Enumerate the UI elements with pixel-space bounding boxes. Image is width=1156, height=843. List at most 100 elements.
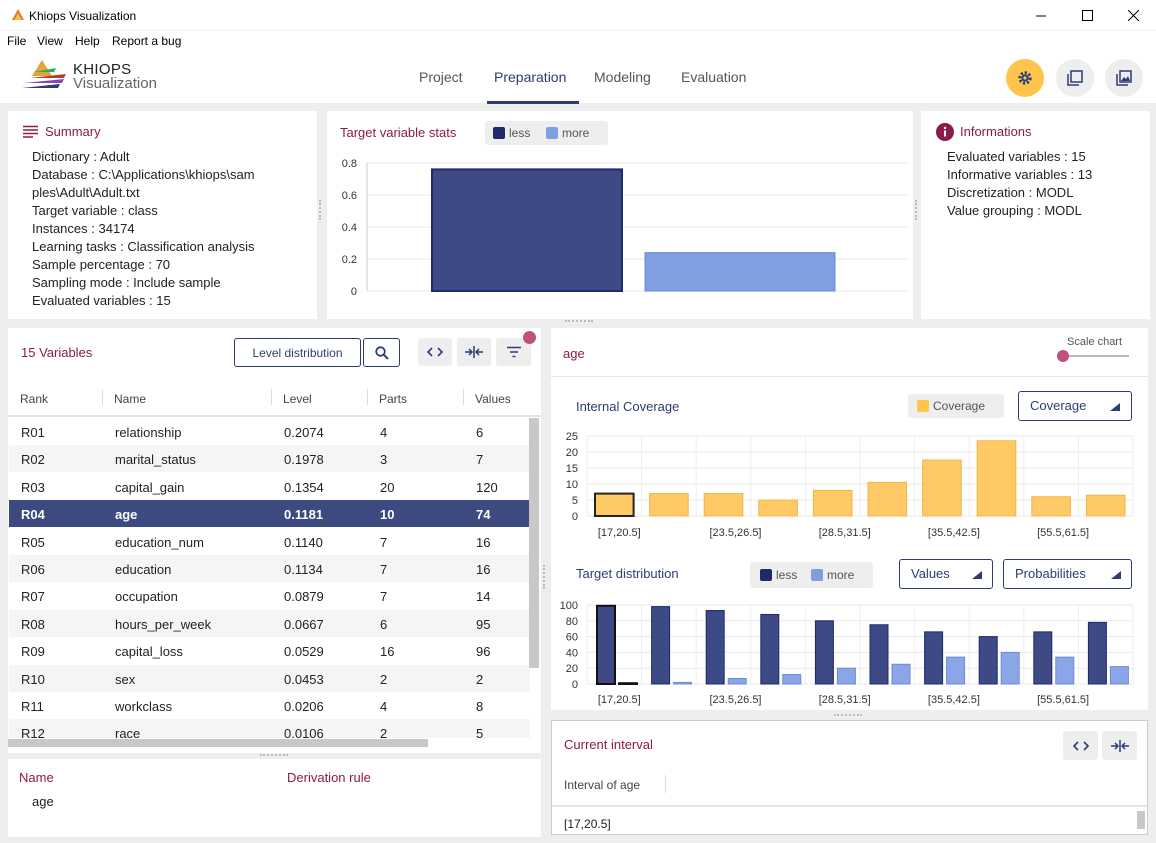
table-row[interactable]: R12 race 0.0106 2 5 <box>9 719 530 738</box>
horizontal-scrollbar[interactable] <box>8 739 428 747</box>
y-tick-label: 20 <box>566 663 578 675</box>
menu-help[interactable]: Help <box>75 34 100 48</box>
coverage-legend[interactable]: Coverage <box>908 394 1004 418</box>
table-row[interactable]: R03 capital_gain 0.1354 20 120 <box>9 473 530 500</box>
x-tick-label: [17,20.5] <box>598 527 641 539</box>
interval-collapse-button[interactable] <box>1102 731 1137 760</box>
table-row[interactable]: R01 relationship 0.2074 4 6 <box>9 418 530 445</box>
informations-card: Informations Evaluated variables : 15 In… <box>921 111 1150 319</box>
cell-values: 7 <box>476 452 484 468</box>
table-row[interactable]: R11 workclass 0.0206 4 8 <box>9 692 530 719</box>
x-tick-label: [23.5,26.5] <box>710 694 762 706</box>
table-row[interactable]: R06 education 0.1134 7 16 <box>9 555 530 582</box>
copy-image-button[interactable] <box>1105 59 1143 97</box>
legend-less-swatch <box>493 127 505 139</box>
table-row[interactable]: R02 marital_status 0.1978 3 7 <box>9 445 530 473</box>
table-row[interactable]: R07 occupation 0.0879 7 14 <box>9 582 530 609</box>
vertical-scrollbar[interactable] <box>529 418 539 668</box>
menu-view[interactable]: View <box>37 34 63 48</box>
dist-legend-more[interactable]: more <box>811 568 854 582</box>
cell-name: sex <box>115 671 136 687</box>
coverage-bar <box>649 493 689 517</box>
info-discretization: Discretization : MODL <box>947 185 1074 200</box>
scale-slider-thumb[interactable] <box>1057 350 1069 362</box>
summary-evaluated-variables: Evaluated variables : 15 <box>32 293 171 308</box>
coverage-title: Internal Coverage <box>576 399 680 414</box>
summary-database: Database : C:\Applications\khiops\sam <box>32 167 255 182</box>
current-interval-title: Current interval <box>564 737 653 752</box>
dist-legend-less[interactable]: less <box>760 568 797 582</box>
expand-columns-button[interactable] <box>418 338 452 366</box>
cell-name: race <box>115 726 141 738</box>
table-row[interactable]: R09 capital_loss 0.0529 16 96 <box>9 637 530 664</box>
splitter-handle[interactable] <box>260 754 288 758</box>
column-values[interactable]: Values <box>475 392 511 406</box>
legend-less[interactable]: less <box>493 126 530 140</box>
minimize-button[interactable] <box>1018 0 1064 31</box>
coverage-select[interactable]: Coverage <box>1018 391 1132 421</box>
splitter-handle[interactable] <box>319 200 323 220</box>
values-select-value: Values <box>911 566 950 581</box>
values-select[interactable]: Values <box>899 559 993 589</box>
dropdown-triangle-icon <box>972 571 982 579</box>
search-button[interactable] <box>363 338 400 367</box>
derivation-rule-header: Derivation rule <box>287 770 371 785</box>
x-tick-label: [55.5,61.5] <box>1037 694 1089 706</box>
menu-file[interactable]: File <box>7 34 27 48</box>
splitter-handle[interactable] <box>915 200 919 220</box>
cell-rank: R02 <box>21 452 45 468</box>
dist-legend-less-label: less <box>776 568 798 582</box>
y-tick-label: 15 <box>566 463 578 475</box>
legend-more[interactable]: more <box>546 126 589 140</box>
close-button[interactable] <box>1110 0 1156 31</box>
tab-modeling[interactable]: Modeling <box>594 69 651 85</box>
y-tick-label: 0 <box>351 286 357 298</box>
cell-parts: 4 <box>380 425 388 440</box>
table-row[interactable]: R04 age 0.1181 10 74 <box>9 500 530 528</box>
interval-expand-button[interactable] <box>1063 731 1098 760</box>
column-separator <box>367 389 368 405</box>
distribution-legend: less more <box>750 562 873 588</box>
settings-button[interactable] <box>1006 59 1044 97</box>
collapse-columns-button[interactable] <box>457 338 491 366</box>
probabilities-select[interactable]: Probabilities <box>1003 559 1132 589</box>
menu-report-bug[interactable]: Report a bug <box>112 34 182 48</box>
table-row[interactable]: R08 hours_per_week 0.0667 6 95 <box>9 609 530 637</box>
column-name[interactable]: Name <box>114 392 147 406</box>
close-icon <box>1127 10 1139 21</box>
tab-evaluation[interactable]: Evaluation <box>681 69 747 85</box>
column-separator <box>271 389 272 405</box>
bar-less <box>1033 631 1053 685</box>
cell-level: 0.0453 <box>284 671 324 687</box>
coverage-bar <box>922 459 962 517</box>
column-parts[interactable]: Parts <box>379 392 408 406</box>
maximize-button[interactable] <box>1064 0 1110 31</box>
scale-slider-track[interactable] <box>1063 355 1129 357</box>
splitter-handle[interactable] <box>543 565 547 589</box>
bar-less <box>651 606 671 685</box>
summary-title: Summary <box>45 124 101 139</box>
bar-less <box>760 613 780 685</box>
bar-more <box>618 682 638 685</box>
splitter-handle[interactable] <box>834 714 862 718</box>
column-rank[interactable]: Rank <box>20 392 49 406</box>
interval-scrollbar[interactable] <box>1137 811 1145 829</box>
table-row[interactable]: R10 sex 0.0453 2 2 <box>9 664 530 692</box>
column-level[interactable]: Level <box>283 392 312 406</box>
table-row[interactable]: R05 education_num 0.1140 7 16 <box>9 528 530 555</box>
table-body: R01 relationship 0.2074 4 6 R02 marital_status… <box>8 418 541 738</box>
dist-more-swatch <box>811 569 823 581</box>
interval-column-header[interactable]: Interval of age <box>564 778 641 792</box>
variable-detail-card: age Scale chart Internal Coverage Covera… <box>551 328 1148 710</box>
y-tick-label: 0.6 <box>342 190 357 202</box>
coverage-bar <box>976 440 1017 517</box>
cell-parts: 7 <box>380 534 388 550</box>
splitter-handle[interactable] <box>565 320 593 324</box>
copy-view-button[interactable] <box>1056 59 1094 97</box>
bar-more <box>836 667 856 685</box>
tab-project[interactable]: Project <box>419 69 463 85</box>
collapse-icon <box>465 346 483 358</box>
level-distribution-button[interactable]: Level distribution <box>234 338 361 367</box>
bar-less <box>705 610 725 685</box>
tab-preparation[interactable]: Preparation <box>494 69 567 85</box>
